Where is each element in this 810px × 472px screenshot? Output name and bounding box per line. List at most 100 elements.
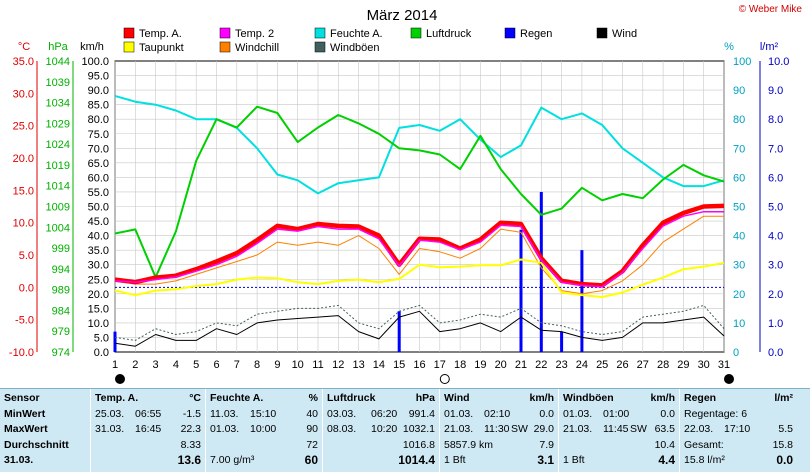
tick-label-pressure: 1019 [46,160,70,172]
tick-label-temp: 25.0 [13,121,34,133]
series-line [114,203,725,288]
temp-column: Temp. A. °C 25.03. 06:55 -1.5 31.03. 16:45 22… [90,389,205,472]
legend-swatch [123,27,135,39]
x-tick-label: 2 [132,359,138,371]
humidity-max-time: 10:00 [250,423,277,435]
x-tick-label: 6 [213,359,219,371]
tick-label-pressure: 974 [52,347,70,359]
x-tick-label: 23 [555,359,567,371]
tick-label-wind: 20.0 [88,289,109,301]
tick-label-temp: 10.0 [13,218,34,230]
humidity-average-value: 72 [306,438,318,451]
tick-label-rain: 3.0 [768,260,783,272]
legend-label: Temp. A. [139,28,182,40]
wind-beaufort: 1 Bft [444,454,466,466]
tick-label-temp: 15.0 [13,185,34,197]
gust-max-value: 63.5 [654,423,675,435]
axis-label-temp: °C [18,41,30,53]
tick-label-wind: 40.0 [88,231,109,243]
tick-label-humidity: 20 [733,289,745,301]
x-tick-label: 28 [657,359,669,371]
x-tick-label: 24 [576,359,588,371]
tick-label-wind: 55.0 [88,187,109,199]
axis-label-wind: km/h [80,41,104,53]
humidity-unit: % [308,392,318,404]
temp-max-time: 16:45 [135,423,162,435]
rain-max-time: 17:10 [724,423,751,435]
tick-label-wind: 25.0 [88,274,109,286]
pressure-max-date: 08.03. [327,423,357,435]
x-tick-label: 20 [495,359,507,371]
tick-label-rain: 6.0 [768,172,783,184]
tick-label-pressure: 979 [52,326,70,338]
tick-label-humidity: 70 [733,143,745,155]
tick-label-wind: 50.0 [88,202,109,214]
wind-current-value: 3.1 [537,453,554,467]
x-tick-label: 18 [454,359,466,371]
temp-min-time: 06:55 [135,407,162,420]
label-average: Durchschnitt [4,438,69,451]
tick-label-pressure: 989 [52,285,70,297]
tick-label-pressure: 999 [52,243,70,255]
series-line [114,258,725,298]
wind-max-date: 21.03. [444,423,474,435]
legend-label: Regen [520,28,552,40]
x-tick-label: 3 [153,359,159,371]
tick-label-pressure: 1024 [46,139,70,151]
x-tick-label: 26 [616,359,628,371]
legend-label: Windchill [235,42,279,54]
x-tick-label: 19 [474,359,486,371]
tick-label-rain: 5.0 [768,202,783,214]
x-tick-label: 22 [535,359,547,371]
tick-label-rain: 8.0 [768,114,783,126]
tick-label-rain: 9.0 [768,85,783,97]
gust-min-date: 01.03. [563,407,593,420]
tick-label-rain: 1.0 [768,318,783,330]
tick-label-humidity: 60 [733,172,745,184]
wind-header: Wind [444,392,470,404]
tick-label-wind: 75.0 [88,129,109,141]
tick-label-wind: 5.0 [94,332,109,344]
series-line [114,210,724,288]
gust-max-direction: SW [630,423,647,435]
tick-label-temp: 30.0 [13,88,34,100]
pressure-average-value: 1016.8 [402,438,435,451]
moon-phase-icon [724,374,734,384]
x-tick-label: 1 [112,359,118,371]
x-tick-label: 7 [234,359,240,371]
gust-max-time: 11:45 [603,423,629,435]
tick-label-temp: -10.0 [9,347,34,359]
rain-current-value: 0.0 [776,453,793,467]
gust-unit: km/h [650,392,675,404]
gust-min-value: 0.0 [660,407,675,420]
temp-min-value: -1.5 [182,407,201,420]
legend-label: Wind [612,28,637,40]
tick-label-wind: 35.0 [88,245,109,257]
tick-label-pressure: 1034 [46,98,70,110]
rain-bar [397,311,401,352]
moon-phase-icon [115,374,125,384]
chart-title: März 2014 [367,7,438,24]
pressure-unit: hPa [415,392,435,404]
temp-unit: °C [189,392,201,404]
tick-label-temp: -5.0 [15,315,34,327]
rain-bar [580,250,584,352]
x-tick-label: 29 [677,359,689,371]
tick-label-humidity: 40 [733,231,745,243]
tick-label-humidity: 10 [733,318,745,330]
pressure-min-value: 991.4 [408,407,435,420]
tick-label-wind: 45.0 [88,216,109,228]
tick-label-wind: 60.0 [88,172,109,184]
legend-swatch [123,41,135,53]
tick-label-wind: 0.0 [94,347,109,359]
wind-unit: km/h [529,392,554,404]
tick-label-wind: 80.0 [88,114,109,126]
statistics-table: Sensor MinWert MaxWert Durchschnitt 31.0… [0,388,810,472]
wind-distance: 5857.9 km [444,438,494,451]
axis-label-pressure: hPa [48,41,68,53]
pressure-column: Luftdruck hPa 03.03. 06:20 991.4 08.03. 10:2… [322,389,439,472]
tick-label-temp: 5.0 [19,250,34,262]
rain-unit: l/m² [774,392,793,404]
gust-column: Windböen km/h 01.03. 01:00 0.0 21.03. 11:45 S… [558,389,679,472]
tick-label-humidity: 30 [733,260,745,272]
